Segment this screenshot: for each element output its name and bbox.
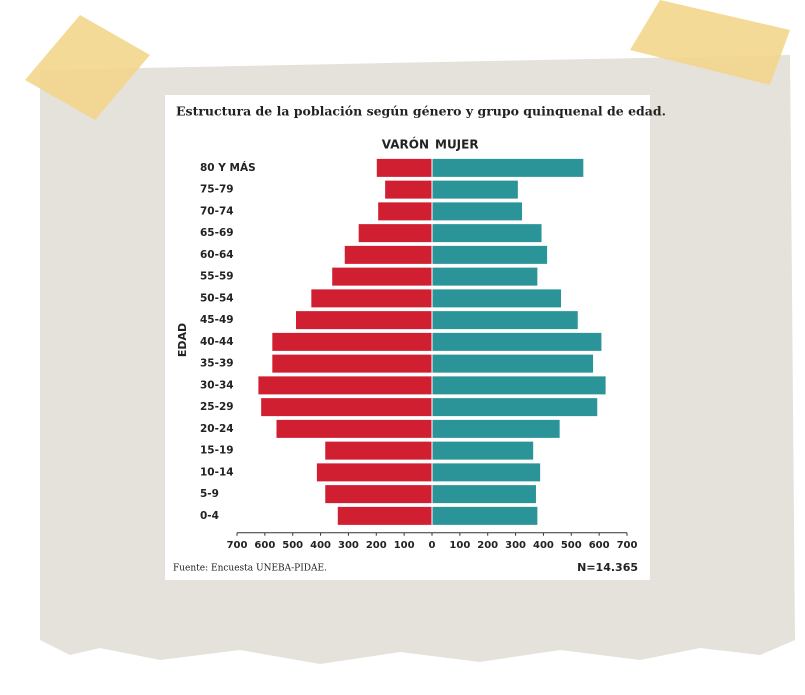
y-tick-label: 65-69 [200, 227, 234, 239]
y-tick-label: 55-59 [200, 271, 234, 283]
bar [310, 288, 433, 309]
bar [431, 157, 585, 178]
y-tick-label: 30-34 [200, 379, 234, 391]
bar [431, 223, 543, 244]
bar [431, 505, 539, 526]
y-tick-label: 25-29 [200, 401, 234, 413]
y-tick-label: 35-39 [200, 358, 234, 370]
bar [431, 418, 561, 439]
bar [431, 397, 599, 418]
x-tick-label: 100 [449, 540, 470, 551]
bar [324, 484, 433, 505]
bar [431, 331, 603, 352]
legend-label: VARÓN [382, 137, 429, 152]
x-tick-label: 0 [429, 540, 436, 551]
bar [375, 157, 433, 178]
x-tick-label: 300 [338, 540, 359, 551]
y-tick-label: 60-64 [200, 249, 234, 261]
x-tick-label: 700 [227, 540, 248, 551]
bar [431, 484, 537, 505]
x-tick-label: 400 [533, 540, 554, 551]
y-tick-label: 5-9 [200, 488, 219, 500]
bar [431, 462, 542, 483]
bar [331, 266, 433, 287]
bar [431, 375, 607, 396]
x-tick-label: 400 [310, 540, 331, 551]
bar [271, 353, 433, 374]
x-tick-label: 600 [589, 540, 610, 551]
tape [25, 15, 150, 120]
y-tick-label: 75-79 [200, 184, 234, 196]
bar [431, 179, 519, 200]
bar [431, 440, 535, 461]
y-tick-label: 80 Y MÁS [200, 161, 256, 174]
x-tick-label: 200 [477, 540, 498, 551]
y-tick-label: 50-54 [200, 292, 234, 304]
bar [260, 397, 433, 418]
chart-title: Estructura de la población según género … [176, 104, 666, 119]
bar [431, 266, 539, 287]
x-tick-label: 300 [505, 540, 526, 551]
bar [431, 244, 549, 265]
y-axis-label: EDAD [176, 323, 189, 357]
bar [431, 353, 595, 374]
bar [431, 288, 563, 309]
bar [315, 462, 433, 483]
bar [275, 418, 433, 439]
y-tick-label: 20-24 [200, 423, 234, 435]
bar [384, 179, 433, 200]
bar [377, 201, 433, 222]
bar [257, 375, 433, 396]
tape [630, 0, 790, 85]
source: Fuente: Encuesta UNEBA-PIDAE. [173, 564, 327, 574]
legend-label: MUJER [435, 138, 479, 152]
y-tick-label: 40-44 [200, 336, 234, 348]
bar [271, 331, 433, 352]
x-tick-label: 500 [561, 540, 582, 551]
y-tick-label: 10-14 [200, 466, 234, 478]
bar [343, 244, 433, 265]
y-tick-label: 70-74 [200, 205, 234, 217]
y-tick-label: 0-4 [200, 510, 219, 522]
y-tick-label: 45-49 [200, 314, 234, 326]
bar [357, 223, 433, 244]
x-tick-label: 100 [394, 540, 415, 551]
bar [431, 310, 579, 331]
x-tick-label: 600 [254, 540, 275, 551]
bar [431, 201, 524, 222]
bar [336, 505, 433, 526]
x-tick-label: 500 [282, 540, 303, 551]
x-tick-label: 700 [617, 540, 638, 551]
bar [295, 310, 433, 331]
x-tick-label: 200 [366, 540, 387, 551]
y-tick-label: 15-19 [200, 445, 234, 457]
note: N=14.365 [577, 561, 638, 574]
bar [324, 440, 433, 461]
